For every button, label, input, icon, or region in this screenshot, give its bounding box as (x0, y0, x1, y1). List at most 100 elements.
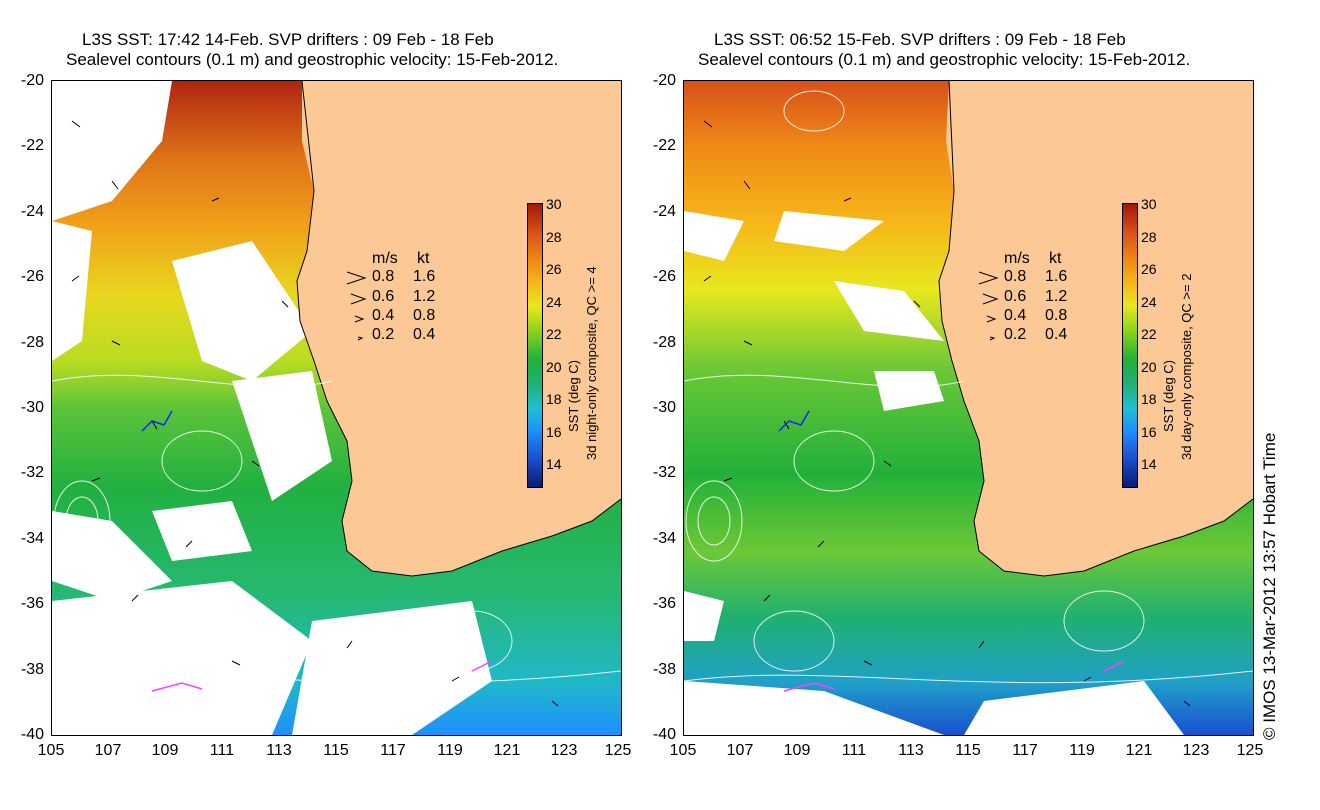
cb-tick: 20 (1141, 359, 1157, 375)
right-map[interactable] (683, 80, 1254, 736)
x-tick: 113 (266, 742, 292, 759)
cb-tick: 28 (1141, 229, 1157, 245)
x-tick: 105 (669, 742, 697, 759)
legend-header-ms: m/s (372, 250, 398, 267)
x-tick: 125 (1236, 742, 1264, 759)
y-tick: -30 (652, 399, 676, 416)
legend-arrow-icons (978, 271, 999, 341)
y-tick: -28 (20, 334, 44, 351)
sealevel-contours (52, 374, 621, 684)
legend-row-ms: 0.4 (1004, 307, 1027, 324)
x-tick: 115 (323, 742, 349, 759)
legend-header-ms: m/s (1004, 250, 1030, 267)
y-tick: -24 (652, 203, 676, 220)
x-tick: 121 (493, 742, 521, 759)
y-tick: -40 (20, 726, 44, 743)
cloud-mask (52, 81, 492, 735)
right-title-line2: Sealevel contours (0.1 m) and geostrophi… (698, 50, 1191, 69)
x-tick: 119 (1069, 742, 1095, 759)
y-tick: -30 (20, 399, 44, 416)
right-colorbar (1122, 203, 1138, 488)
right-title-line1: L3S SST: 06:52 15-Feb. SVP drifters : 09… (714, 30, 1126, 49)
left-title-line1: L3S SST: 17:42 14-Feb. SVP drifters : 09… (82, 30, 494, 49)
cb-tick: 14 (546, 456, 562, 472)
x-tick: 115 (955, 742, 981, 759)
legend-row-kt: 1.6 (1045, 268, 1068, 285)
legend-row-ms: 0.6 (372, 288, 395, 305)
x-tick: 111 (209, 742, 235, 759)
cb-tick: 14 (1141, 456, 1157, 472)
y-tick: -38 (20, 661, 44, 678)
x-tick: 125 (604, 742, 632, 759)
cb-tick: 24 (546, 294, 562, 310)
y-tick: -22 (20, 137, 44, 154)
y-tick: -34 (652, 530, 676, 547)
y-tick: -22 (652, 137, 676, 154)
drifter-tracks (778, 410, 1125, 692)
x-tick: 119 (437, 742, 463, 759)
y-tick: -26 (20, 268, 44, 285)
drifter-tracks (141, 410, 493, 692)
legend-header-kt: kt (417, 250, 430, 267)
legend-row-ms: 0.4 (372, 307, 395, 324)
x-tick: 111 (841, 742, 867, 759)
right-map-canvas (684, 81, 1253, 735)
legend-row-ms: 0.2 (1004, 326, 1027, 343)
imos-credit: © IMOS 13-Mar-2012 13:57 Hobart Time (1260, 432, 1279, 740)
cb-tick: 26 (546, 261, 562, 277)
left-colorbar-label-2: 3d night-only composite, QC >= 4 (584, 266, 599, 460)
cb-tick: 30 (1141, 196, 1157, 212)
velocity-arrows (71, 120, 559, 707)
right-colorbar-label-2: 3d day-only composite, QC >= 2 (1179, 273, 1194, 460)
cb-tick: 22 (546, 326, 562, 342)
y-tick: -20 (652, 72, 676, 89)
x-tick: 109 (151, 742, 179, 759)
legend-row-kt: 0.4 (1045, 326, 1068, 343)
cb-tick: 16 (1141, 424, 1157, 440)
legend-row-ms: 0.6 (1004, 288, 1027, 305)
right-panel: L3S SST: 06:52 15-Feb. SVP drifters : 09… (630, 0, 1279, 810)
cb-tick: 30 (546, 196, 562, 212)
legend-row-kt: 1.2 (1045, 288, 1068, 305)
left-title-line2: Sealevel contours (0.1 m) and geostrophi… (66, 50, 559, 69)
cb-tick: 18 (546, 391, 562, 407)
x-tick: 121 (1125, 742, 1153, 759)
legend-row-ms: 0.8 (1004, 268, 1027, 285)
legend-row-ms: 0.8 (372, 268, 395, 285)
y-tick: -36 (20, 595, 44, 612)
left-colorbar (527, 203, 543, 488)
x-tick: 117 (1012, 742, 1038, 759)
y-tick: -32 (20, 464, 44, 481)
x-tick: 107 (726, 742, 754, 759)
cb-tick: 18 (1141, 391, 1157, 407)
x-tick: 117 (380, 742, 406, 759)
cb-tick: 16 (546, 424, 562, 440)
y-tick: -36 (652, 595, 676, 612)
left-colorbar-label-1: SST (deg C) (566, 359, 581, 432)
cb-tick: 22 (1141, 326, 1157, 342)
x-tick: 109 (783, 742, 811, 759)
y-tick: -34 (20, 530, 44, 547)
cb-tick: 24 (1141, 294, 1157, 310)
cb-tick: 28 (546, 229, 562, 245)
cb-tick: 20 (546, 359, 562, 375)
legend-row-kt: 0.8 (1045, 307, 1068, 324)
x-tick: 107 (94, 742, 122, 759)
x-tick: 123 (1182, 742, 1210, 759)
legend-row-ms: 0.2 (372, 326, 395, 343)
y-tick: -26 (652, 268, 676, 285)
y-tick: -32 (652, 464, 676, 481)
legend-row-kt: 1.6 (413, 268, 436, 285)
cb-tick: 26 (1141, 261, 1157, 277)
right-colorbar-label-1: SST (deg C) (1161, 359, 1176, 432)
legend-row-kt: 0.8 (413, 307, 436, 324)
left-panel: L3S SST: 17:42 14-Feb. SVP drifters : 09… (0, 0, 640, 810)
y-tick: -24 (20, 203, 44, 220)
cloud-mask (684, 211, 1184, 735)
legend-row-kt: 1.2 (413, 288, 436, 305)
legend-row-kt: 0.4 (413, 326, 436, 343)
y-tick: -38 (652, 661, 676, 678)
legend-header-kt: kt (1049, 250, 1062, 267)
x-tick: 105 (37, 742, 65, 759)
sealevel-contours (684, 90, 1253, 684)
